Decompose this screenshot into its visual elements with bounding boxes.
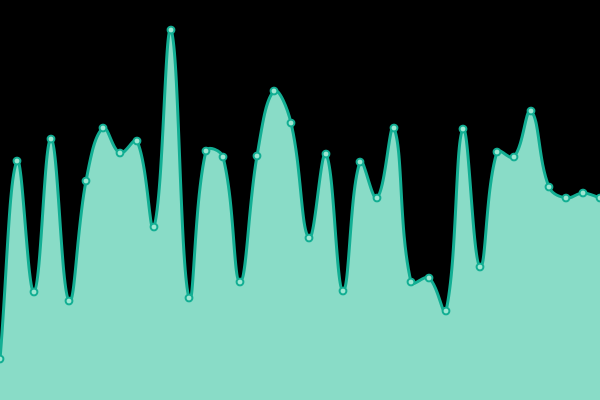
data-point-marker [389, 123, 399, 133]
data-point-marker [458, 124, 468, 134]
data-point-marker [81, 176, 91, 186]
data-point-marker [338, 286, 348, 296]
data-point-marker [286, 118, 296, 128]
data-point-marker [441, 306, 451, 316]
area-fill [0, 29, 600, 400]
data-point-marker [115, 148, 125, 158]
data-point-marker [406, 277, 416, 287]
data-point-marker [424, 273, 434, 283]
data-point-marker [184, 293, 194, 303]
data-point-marker [218, 152, 228, 162]
data-point-marker [98, 123, 108, 133]
data-point-marker [64, 296, 74, 306]
data-point-marker [166, 25, 176, 35]
data-point-marker [132, 136, 142, 146]
data-point-marker [321, 149, 331, 159]
data-point-marker [355, 157, 365, 167]
data-point-marker [304, 233, 314, 243]
data-point-marker [526, 106, 536, 116]
data-point-marker [544, 182, 554, 192]
data-point-marker [46, 134, 56, 144]
data-point-marker [492, 147, 502, 157]
data-point-marker [509, 152, 519, 162]
data-point-marker [0, 354, 5, 364]
data-point-marker [269, 86, 279, 96]
data-point-marker [29, 287, 39, 297]
data-point-marker [595, 193, 600, 203]
data-point-marker [578, 188, 588, 198]
data-point-marker [149, 222, 159, 232]
data-point-marker [252, 151, 262, 161]
data-point-marker [235, 277, 245, 287]
data-point-marker [561, 193, 571, 203]
data-point-marker [372, 193, 382, 203]
data-point-marker [12, 156, 22, 166]
data-point-marker [475, 262, 485, 272]
data-point-marker [201, 146, 211, 156]
